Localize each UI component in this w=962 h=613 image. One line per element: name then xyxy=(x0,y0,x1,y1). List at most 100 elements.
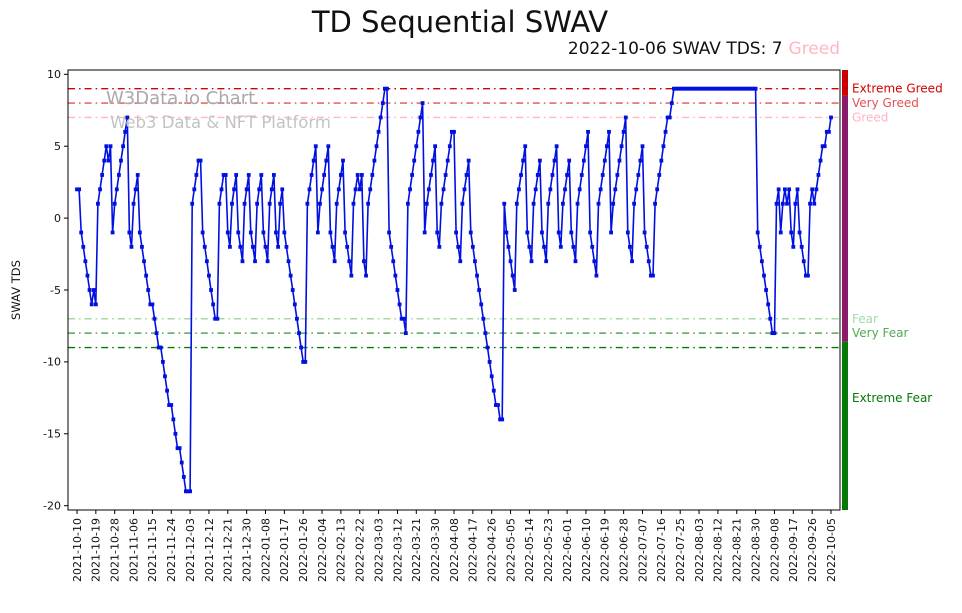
x-tick-label: 2021-12-03 xyxy=(184,518,197,582)
tds-marker xyxy=(234,173,239,177)
x-tick-label: 2022-06-19 xyxy=(599,518,612,582)
tds-marker xyxy=(502,201,507,206)
x-tick-label: 2022-04-26 xyxy=(486,518,499,582)
tds-marker xyxy=(625,230,630,235)
tds-marker xyxy=(351,201,356,206)
tds-marker xyxy=(77,187,81,192)
tds-marker xyxy=(269,187,274,192)
tds-marker xyxy=(642,230,647,235)
page-title: TD Sequential SWAV xyxy=(311,5,609,39)
tds-marker xyxy=(230,201,234,206)
tds-marker xyxy=(648,273,653,278)
tds-marker xyxy=(315,230,320,235)
tds-marker xyxy=(341,158,345,163)
tds-marker xyxy=(517,187,521,192)
tds-marker xyxy=(632,201,637,206)
tds-marker xyxy=(814,187,819,192)
tds-marker xyxy=(514,201,519,206)
tds-marker xyxy=(364,273,368,278)
tds-marker xyxy=(544,259,549,264)
y-tick-label: 0 xyxy=(54,212,61,225)
tds-marker xyxy=(246,173,251,177)
tds-marker xyxy=(730,86,735,91)
tds-marker xyxy=(609,230,613,235)
tds-marker xyxy=(500,417,505,422)
tds-marker xyxy=(175,446,180,451)
tds-marker xyxy=(464,173,469,177)
watermark-line2: Web3 Data & NFT Platform xyxy=(110,113,331,132)
tds-marker xyxy=(506,244,511,249)
tds-marker xyxy=(743,86,748,91)
tds-marker xyxy=(703,86,708,91)
tds-marker xyxy=(318,201,322,206)
tds-marker xyxy=(493,403,498,407)
tds-marker xyxy=(487,359,492,364)
x-tick-label: 2022-10-05 xyxy=(825,518,838,582)
tds-marker xyxy=(267,201,272,206)
tds-marker xyxy=(749,86,754,91)
tds-marker xyxy=(114,187,119,192)
tds-marker xyxy=(525,230,530,235)
tds-marker xyxy=(211,302,216,307)
tds-marker xyxy=(489,374,494,379)
tds-marker xyxy=(347,259,352,264)
tds-marker xyxy=(567,158,572,163)
tds-marker xyxy=(127,230,132,235)
tds-marker xyxy=(458,259,463,264)
tds-marker xyxy=(628,244,632,249)
tds-marker xyxy=(498,417,502,422)
tds-marker xyxy=(613,187,618,192)
x-tick-label: 2021-12-21 xyxy=(222,518,235,582)
tds-marker xyxy=(745,86,750,91)
tds-marker xyxy=(669,101,674,105)
tds-marker xyxy=(96,201,100,206)
tds-marker xyxy=(309,173,314,177)
tds-marker xyxy=(295,316,299,321)
tds-marker xyxy=(485,345,490,350)
x-tick-label: 2022-05-23 xyxy=(542,518,555,582)
tds-marker xyxy=(621,129,626,134)
tds-marker xyxy=(454,230,458,235)
tds-marker xyxy=(320,187,324,192)
tds-marker xyxy=(93,302,98,307)
tds-marker xyxy=(142,259,146,264)
tds-marker xyxy=(586,129,590,134)
tds-marker xyxy=(116,173,121,177)
tds-marker xyxy=(387,230,391,235)
tds-marker xyxy=(380,101,385,105)
tds-marker xyxy=(701,86,706,91)
tds-marker xyxy=(357,187,362,192)
tds-marker xyxy=(282,230,287,235)
tds-marker xyxy=(188,489,192,494)
tds-marker xyxy=(236,230,241,235)
x-tick-label: 2021-10-19 xyxy=(90,518,103,582)
tds-marker xyxy=(519,173,523,177)
tds-marker xyxy=(783,187,787,192)
tds-marker xyxy=(336,187,341,192)
tds-marker xyxy=(171,417,176,422)
tds-marker xyxy=(757,244,762,249)
tds-marker xyxy=(414,144,419,149)
tds-marker xyxy=(747,86,752,91)
tds-marker xyxy=(443,173,448,177)
tds-marker xyxy=(403,331,408,336)
tds-marker xyxy=(173,431,178,436)
x-tick-label: 2022-09-26 xyxy=(806,518,819,582)
tds-marker xyxy=(140,244,144,249)
x-tick-label: 2022-08-21 xyxy=(731,518,744,582)
tds-marker xyxy=(799,244,804,249)
tds-marker xyxy=(596,201,601,206)
tds-marker xyxy=(370,173,375,177)
y-tick-label: -20 xyxy=(43,499,61,512)
tds-marker xyxy=(741,86,745,91)
tds-marker xyxy=(711,86,716,91)
tds-marker xyxy=(542,244,546,249)
tds-marker xyxy=(521,158,526,163)
tds-marker xyxy=(816,173,821,177)
tds-marker xyxy=(435,230,440,235)
tds-marker xyxy=(257,187,262,192)
tds-marker xyxy=(699,86,704,91)
tds-marker xyxy=(259,173,264,177)
sentiment-band xyxy=(842,70,848,96)
tds-marker xyxy=(408,187,412,192)
